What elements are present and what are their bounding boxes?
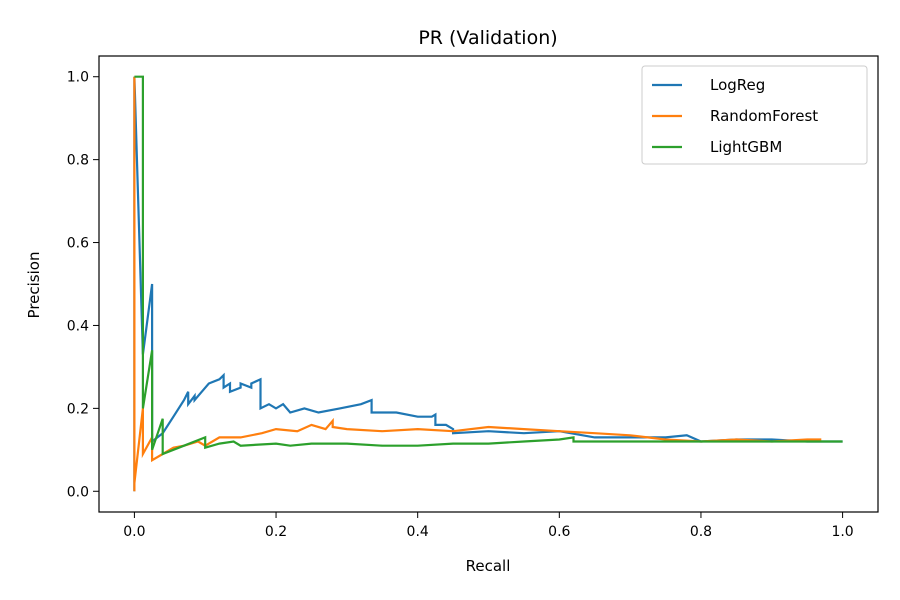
legend: LogReg RandomForest LightGBM [641, 65, 868, 165]
y-axis-label: Precision [25, 252, 43, 319]
tick-layer: 0.0 0.2 0.4 0.6 0.8 1.0 0.0 0.2 0.4 0.6 0.8 1.0 [67, 70, 854, 540]
legend-label-lightgbm: LightGBM [710, 138, 782, 156]
x-tick-label: 1.0 [831, 524, 853, 540]
legend-label-logreg: LogReg [710, 76, 765, 94]
legend-box [641, 65, 868, 165]
series-layer [133, 75, 843, 492]
y-tick-label: 0.0 [67, 484, 89, 500]
chart-title: PR (Validation) [418, 27, 557, 49]
y-tick-label: 1.0 [67, 70, 89, 86]
x-axis-label: Recall [466, 557, 511, 575]
x-tick-label: 0.4 [407, 524, 429, 540]
series-line-randomforest [133, 76, 822, 492]
legend-label-randomforest: RandomForest [710, 107, 818, 125]
x-tick-label: 0.0 [123, 524, 145, 540]
y-tick-label: 0.8 [67, 153, 89, 169]
x-tick-label: 0.2 [265, 524, 287, 540]
x-tick-label: 0.8 [690, 524, 712, 540]
y-tick-label: 0.4 [67, 318, 89, 334]
y-tick-label: 0.2 [67, 401, 89, 417]
x-tick-label: 0.6 [548, 524, 570, 540]
series-line-lightgbm [134, 75, 843, 456]
plot-frame [98, 55, 879, 513]
y-tick-label: 0.6 [67, 236, 89, 252]
